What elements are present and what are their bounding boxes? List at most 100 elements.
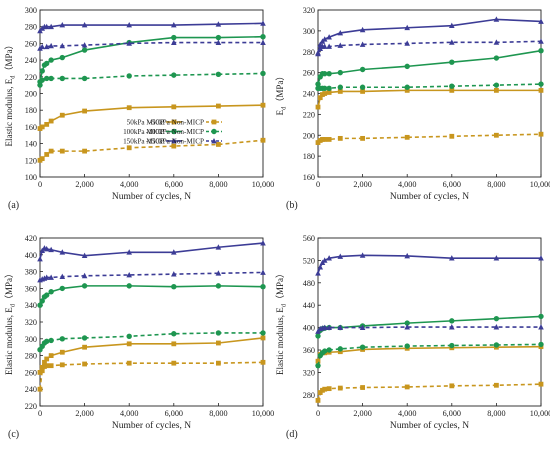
data-point [126,360,132,366]
panel-label: (d) [286,429,298,440]
data-point [359,252,366,258]
data-point [404,384,410,390]
panel-label: (b) [286,200,298,211]
data-point [37,256,43,262]
y-tick-label: 160 [303,173,315,182]
series-150kpa-micp [37,240,266,262]
y-axis-label-subscript: d [281,106,288,110]
data-point [215,71,222,77]
data-point [43,338,50,345]
data-point [59,273,66,280]
plot-frame [317,9,542,178]
series-line [317,383,542,401]
series-50kpa-non-micp [37,359,266,392]
chart-panel-2: 0 2,000 4,000 6,000 8,000 10,000 160 180 200 220 2… [275,6,550,211]
data-point [215,330,222,336]
series-line [39,361,264,390]
data-point [538,18,544,24]
plot-frame [39,9,264,178]
data-point [59,362,65,368]
y-tick-label: 220 [25,73,37,82]
data-point [42,359,47,365]
data-point [538,313,544,320]
data-point [260,39,266,45]
x-tick-label: 6,000 [443,409,461,418]
data-point [126,283,132,289]
data-point [449,22,455,29]
series-line [317,133,542,144]
data-point [337,385,343,391]
data-point [315,81,321,87]
data-point [493,55,500,61]
data-point [260,137,266,143]
data-point [44,363,50,369]
series-line [317,18,542,53]
data-point [81,75,88,82]
y-tick-label: 340 [25,301,37,310]
y-axis-label-unit: （MPa） [4,269,14,304]
data-point [315,104,321,110]
data-point [215,244,222,250]
y-tick-label: 140 [25,140,37,149]
series-line [317,326,541,333]
data-point [82,344,87,350]
data-point [43,245,50,252]
series-100kpa-non-micp [37,70,266,88]
x-tick-label: 0 [316,409,320,418]
y-axis-label-subscript: d [281,303,288,307]
x-tick-label: 4,000 [120,180,138,189]
data-point [538,48,544,54]
data-point [59,112,65,118]
data-point [43,43,50,50]
series-100kpa-non-micp [315,81,544,91]
data-point [538,38,544,44]
data-point [260,269,266,275]
data-point [322,137,328,142]
data-point [44,121,50,127]
data-point [359,84,366,90]
data-point [48,363,54,369]
data-point [494,132,499,138]
series-line [317,89,541,108]
data-point [326,34,332,40]
data-point [337,42,344,48]
legend-item: -100kPa Non-MICP [146,128,222,136]
data-point [48,289,54,295]
data-point [538,81,544,87]
data-point [43,292,50,298]
data-point [48,274,54,280]
data-point [81,22,88,28]
data-point [215,270,222,276]
data-point [449,255,455,261]
series-line [317,315,542,337]
legend-item: 50kPa MICP [127,119,182,127]
data-point [215,39,222,45]
data-point [337,89,343,94]
plot-frame [39,237,264,407]
series-150kpa-non-micp [37,269,266,283]
x-tick-label: 0 [38,180,42,189]
data-point [171,22,177,28]
data-point [59,42,66,49]
data-point [360,89,365,94]
data-point [260,34,266,40]
series-50kpa-non-micp [315,131,544,145]
chart-panel-3: 0 2,000 4,000 6,000 8,000 10,000 220 240 260 280 3… [4,234,274,440]
data-point [321,324,328,330]
data-point [449,133,455,139]
y-tick-label: 240 [303,90,315,99]
data-point [321,43,328,49]
data-point [260,20,266,26]
data-point [337,324,344,330]
data-point [43,23,50,30]
data-point [39,68,45,74]
y-tick-label: 480 [303,279,315,288]
data-point [81,42,88,48]
x-tick-label: 10,000 [252,180,275,189]
data-point [337,84,343,90]
data-point [39,156,45,162]
data-point [449,59,455,65]
x-axis-label: Number of cycles, N [112,420,191,431]
x-axis-label: Number of cycles, N [390,191,469,202]
data-point [37,82,43,88]
